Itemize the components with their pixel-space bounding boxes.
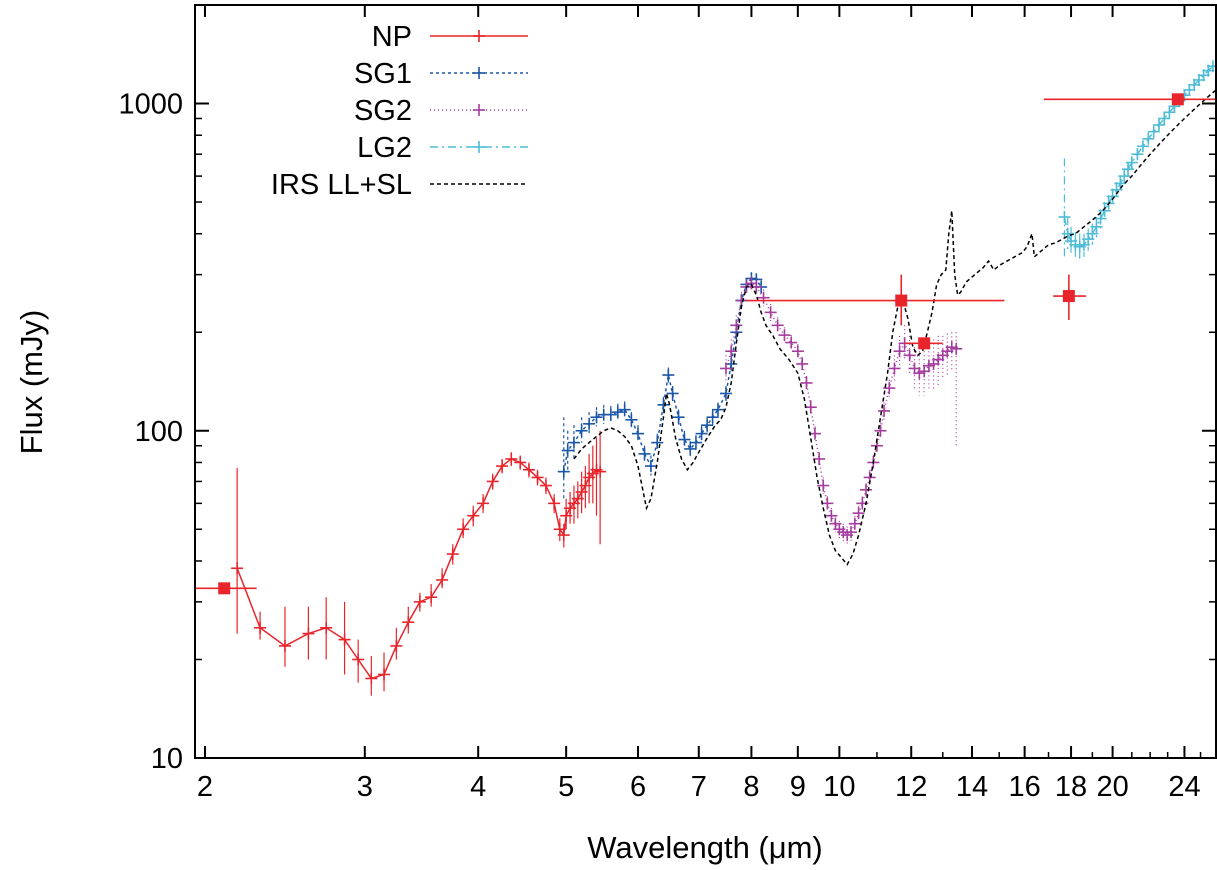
x-tick-label: 24 xyxy=(1168,771,1200,803)
x-tick-label: 20 xyxy=(1096,771,1128,803)
x-tick-label: 14 xyxy=(956,771,988,803)
series-irs-ll-sl xyxy=(573,89,1216,566)
x-tick-label: 9 xyxy=(790,771,806,803)
series-lg2 xyxy=(1058,60,1216,259)
x-axis-title: Wavelength (μm) xyxy=(587,830,823,865)
legend-label: LG2 xyxy=(357,132,412,164)
x-axis: 2 3 4 5 6 7 8 9 10 12 14 16 18 20 24 xyxy=(197,5,1217,803)
series-np xyxy=(231,430,607,696)
legend-label: SG1 xyxy=(354,58,412,90)
x-tick-label: 7 xyxy=(691,771,707,803)
data-point-square xyxy=(218,582,231,595)
x-tick-label: 2 xyxy=(197,771,213,803)
x-tick-label: 10 xyxy=(823,771,855,803)
y-tick-label: 1000 xyxy=(118,89,183,121)
y-axis-title: Flux (mJy) xyxy=(14,310,49,455)
legend: NP SG1 SG2 LG2 IRS LL+SL xyxy=(271,21,528,201)
series-line xyxy=(563,277,762,472)
series-layer xyxy=(195,60,1216,696)
y-axis: 10 100 1000 xyxy=(118,4,1216,775)
x-tick-label: 5 xyxy=(558,771,574,803)
y-tick-label: 100 xyxy=(135,416,183,448)
series-photometry xyxy=(195,93,1216,595)
series-line xyxy=(725,282,957,537)
series-sg2 xyxy=(719,275,963,545)
x-tick-label: 18 xyxy=(1055,771,1087,803)
legend-label: IRS LL+SL xyxy=(271,169,412,201)
series-line xyxy=(573,89,1216,566)
x-tick-label: 3 xyxy=(357,771,373,803)
legend-label: NP xyxy=(372,21,412,53)
data-point-square xyxy=(1171,93,1184,106)
plot-frame xyxy=(194,4,1217,759)
x-tick-label: 12 xyxy=(895,771,927,803)
series-line xyxy=(1063,65,1214,248)
x-tick-label: 6 xyxy=(630,771,646,803)
data-point-square xyxy=(1062,290,1075,303)
data-point-square xyxy=(895,294,908,307)
x-tick-label: 4 xyxy=(470,771,486,803)
x-tick-label: 16 xyxy=(1008,771,1040,803)
y-tick-label: 10 xyxy=(151,743,183,775)
legend-label: SG2 xyxy=(354,95,412,127)
x-tick-label: 8 xyxy=(743,771,759,803)
data-point-square xyxy=(918,337,931,350)
